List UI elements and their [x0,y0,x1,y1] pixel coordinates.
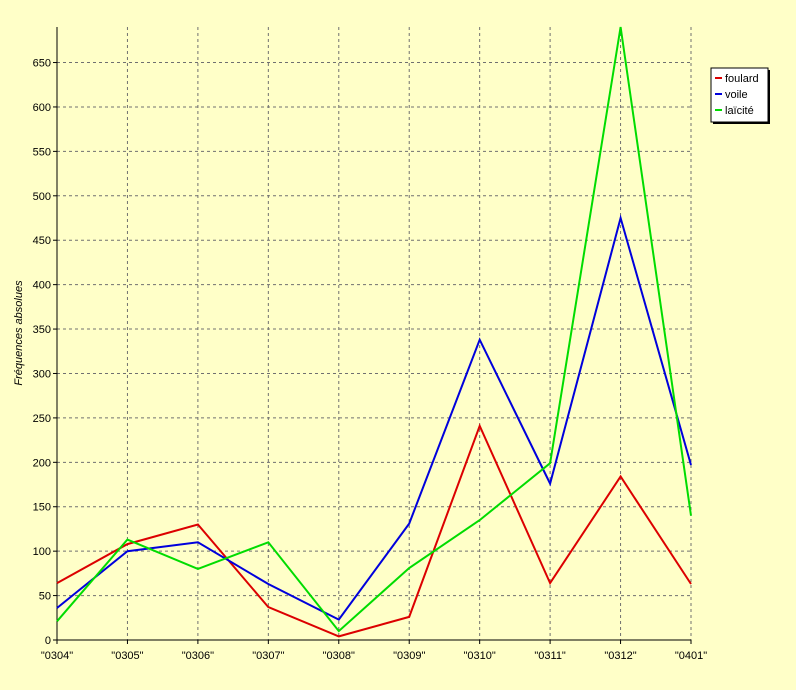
x-tick-label: "0306" [182,650,214,662]
y-tick-label: 450 [33,235,51,247]
legend-label: voile [725,89,748,101]
legend-label: laïcité [725,105,754,117]
x-tick-label: "0304" [41,650,73,662]
x-tick-label: "0311" [534,650,566,662]
y-tick-label: 600 [33,102,51,114]
y-tick-label: 550 [33,146,51,158]
y-tick-label: 200 [33,457,51,469]
x-tick-label: "0307" [252,650,284,662]
x-tick-label: "0312" [604,650,636,662]
y-tick-label: 350 [33,324,51,336]
x-tick-label: "0309" [393,650,425,662]
y-tick-label: 100 [33,546,51,558]
series-line-3 [56,26,692,633]
y-tick-label: 650 [33,58,51,70]
plot-area [57,27,691,640]
legend: foulard voile laïcité [710,67,770,124]
series-line-2 [56,214,692,621]
y-tick-label: 150 [33,502,51,514]
y-tick-label: 300 [33,368,51,380]
x-tick-label: "0310" [464,650,496,662]
y-axis-title: Fréquences absolues [13,280,25,386]
y-tick-label: 50 [39,591,51,603]
legend-label: foulard [725,73,759,85]
y-tick-label: 500 [33,191,51,203]
y-tick-label: 0 [45,635,51,647]
x-tick-label: "0305" [111,650,143,662]
series-line-1 [56,423,692,638]
x-tick-label: "0308" [323,650,355,662]
y-tick-label: 250 [33,413,51,425]
x-tick-label: "0401" [675,650,707,662]
y-tick-label: 400 [33,280,51,292]
